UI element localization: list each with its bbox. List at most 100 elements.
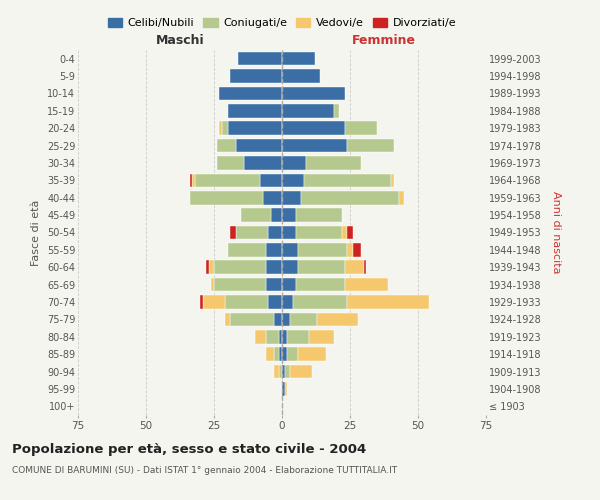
Bar	[399, 191, 404, 204]
Bar	[230, 70, 282, 83]
Bar	[274, 365, 279, 378]
Bar	[296, 208, 342, 222]
Bar	[317, 312, 358, 326]
Bar	[282, 191, 301, 204]
Bar	[255, 330, 266, 344]
Bar	[214, 260, 266, 274]
Bar	[206, 260, 209, 274]
Bar	[298, 243, 347, 256]
Bar	[347, 243, 353, 256]
Bar	[282, 52, 314, 66]
Bar	[282, 260, 298, 274]
Bar	[282, 122, 344, 135]
Bar	[282, 226, 296, 239]
Bar	[227, 104, 282, 118]
Bar	[217, 139, 236, 152]
Bar	[307, 156, 361, 170]
Bar	[364, 260, 367, 274]
Bar	[285, 365, 290, 378]
Bar	[285, 382, 287, 396]
Bar	[304, 174, 391, 187]
Bar	[279, 330, 282, 344]
Bar	[268, 226, 282, 239]
Bar	[192, 174, 195, 187]
Bar	[347, 226, 353, 239]
Y-axis label: Fasce di età: Fasce di età	[31, 200, 41, 266]
Bar	[211, 278, 214, 291]
Bar	[282, 382, 285, 396]
Bar	[342, 226, 347, 239]
Bar	[290, 365, 312, 378]
Bar	[282, 348, 287, 361]
Bar	[287, 330, 309, 344]
Bar	[279, 348, 282, 361]
Bar	[230, 312, 274, 326]
Bar	[290, 312, 317, 326]
Bar	[190, 174, 192, 187]
Bar	[217, 156, 244, 170]
Bar	[282, 104, 334, 118]
Bar	[263, 191, 282, 204]
Bar	[266, 243, 282, 256]
Bar	[271, 208, 282, 222]
Bar	[274, 312, 282, 326]
Bar	[279, 365, 282, 378]
Bar	[347, 295, 429, 309]
Bar	[222, 122, 227, 135]
Bar	[268, 295, 282, 309]
Bar	[344, 278, 388, 291]
Bar	[220, 86, 282, 100]
Bar	[296, 278, 344, 291]
Text: Popolazione per età, sesso e stato civile - 2004: Popolazione per età, sesso e stato civil…	[12, 442, 366, 456]
Bar	[244, 156, 282, 170]
Bar	[282, 156, 307, 170]
Bar	[298, 260, 344, 274]
Bar	[266, 348, 274, 361]
Bar	[282, 312, 290, 326]
Bar	[195, 174, 260, 187]
Bar	[344, 260, 364, 274]
Bar	[282, 295, 293, 309]
Bar	[236, 226, 268, 239]
Bar	[274, 348, 279, 361]
Bar	[190, 191, 263, 204]
Text: Maschi: Maschi	[155, 34, 205, 46]
Bar	[200, 295, 203, 309]
Bar	[282, 139, 347, 152]
Bar	[209, 260, 214, 274]
Bar	[266, 278, 282, 291]
Bar	[282, 174, 304, 187]
Bar	[203, 295, 225, 309]
Bar	[225, 312, 230, 326]
Text: COMUNE DI BARUMINI (SU) - Dati ISTAT 1° gennaio 2004 - Elaborazione TUTTITALIA.I: COMUNE DI BARUMINI (SU) - Dati ISTAT 1° …	[12, 466, 397, 475]
Bar	[227, 122, 282, 135]
Text: Femmine: Femmine	[352, 34, 416, 46]
Bar	[391, 174, 394, 187]
Bar	[214, 278, 266, 291]
Bar	[287, 348, 298, 361]
Bar	[238, 52, 282, 66]
Legend: Celibi/Nubili, Coniugati/e, Vedovi/e, Divorziati/e: Celibi/Nubili, Coniugati/e, Vedovi/e, Di…	[103, 14, 461, 33]
Bar	[282, 278, 296, 291]
Bar	[236, 139, 282, 152]
Bar	[241, 208, 271, 222]
Bar	[230, 226, 236, 239]
Bar	[334, 104, 339, 118]
Bar	[227, 243, 266, 256]
Bar	[296, 226, 342, 239]
Bar	[347, 139, 394, 152]
Bar	[344, 122, 377, 135]
Bar	[225, 295, 268, 309]
Bar	[266, 260, 282, 274]
Bar	[260, 174, 282, 187]
Bar	[353, 243, 361, 256]
Bar	[220, 122, 222, 135]
Y-axis label: Anni di nascita: Anni di nascita	[551, 191, 561, 274]
Bar	[282, 243, 298, 256]
Bar	[282, 70, 320, 83]
Bar	[301, 191, 399, 204]
Bar	[282, 208, 296, 222]
Bar	[266, 330, 279, 344]
Bar	[309, 330, 334, 344]
Bar	[298, 348, 326, 361]
